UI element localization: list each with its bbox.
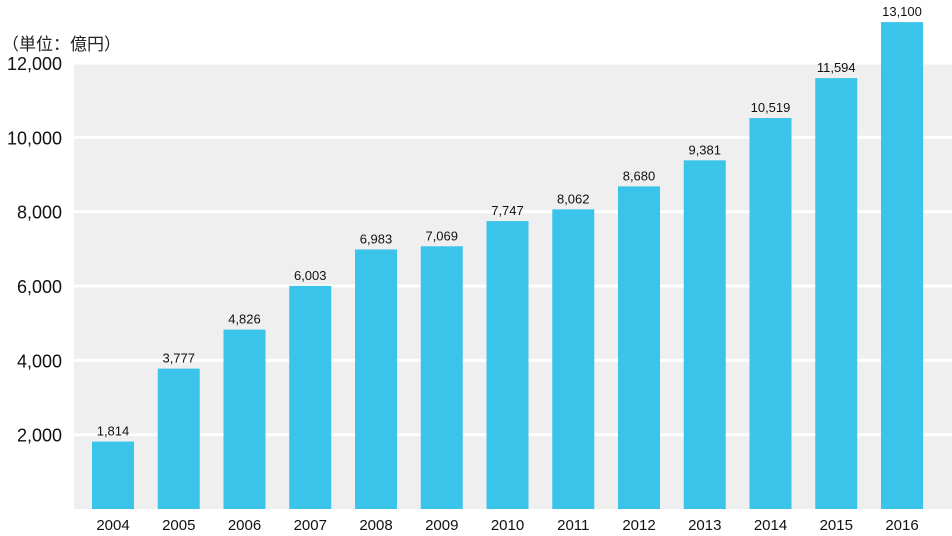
x-tick-label: 2013 [688,517,721,534]
x-tick-label: 2007 [294,517,327,534]
x-tick-label: 2005 [162,517,195,534]
bar [223,329,266,509]
data-label: 7,747 [491,203,524,218]
bar [618,186,660,510]
x-axis-ticks: 2004 2005 2006 2007 2008 2009 2010 2011 2012 2013… [96,517,918,534]
bar [157,368,200,509]
bar [486,221,529,510]
x-tick-label: 2006 [228,517,261,534]
y-tick-label: 2,000 [17,426,62,446]
gridline [74,210,952,214]
y-tick-label: 8,000 [17,203,62,223]
bar [420,246,463,509]
bar [289,285,332,509]
data-label: 11,594 [817,60,856,75]
x-tick-label: 2009 [425,517,458,534]
x-tick-label: 2012 [622,517,655,534]
bar [92,441,134,509]
bars [92,22,923,510]
bar [552,209,595,509]
data-label: 6,003 [294,268,327,283]
bar [683,160,726,510]
bar [749,118,792,510]
x-tick-label: 2015 [820,517,853,534]
y-axis-ticks: 2,000 4,000 6,000 8,000 10,000 12,000 [7,54,62,446]
gridline [74,135,952,139]
data-labels: 1,814 3,777 4,826 6,003 6,983 7,069 7,747 8,062… [97,4,922,438]
data-label: 7,069 [425,228,458,243]
data-label: 9,381 [688,142,721,157]
y-tick-label: 10,000 [7,128,62,148]
data-label: 10,519 [751,100,791,115]
x-tick-label: 2011 [557,517,589,534]
data-label: 8,062 [557,191,590,206]
bar [881,22,923,509]
y-tick-label: 12,000 [7,54,62,74]
data-label: 1,814 [97,424,130,439]
x-tick-label: 2016 [885,517,918,534]
gridline [74,61,952,65]
x-tick-label: 2008 [359,517,392,534]
data-label: 6,983 [360,231,393,246]
bar [815,78,858,510]
y-tick-label: 6,000 [17,277,62,297]
data-label: 4,826 [228,312,261,327]
x-tick-label: 2014 [754,517,787,534]
unit-label: （単位：億円） [2,35,121,55]
data-label: 8,680 [623,168,656,183]
x-tick-label: 2010 [491,517,524,534]
data-label: 3,777 [162,351,195,366]
bar [355,249,397,510]
data-label: 13,100 [882,4,922,19]
y-tick-label: 4,000 [17,351,62,371]
x-tick-label: 2004 [96,517,129,534]
